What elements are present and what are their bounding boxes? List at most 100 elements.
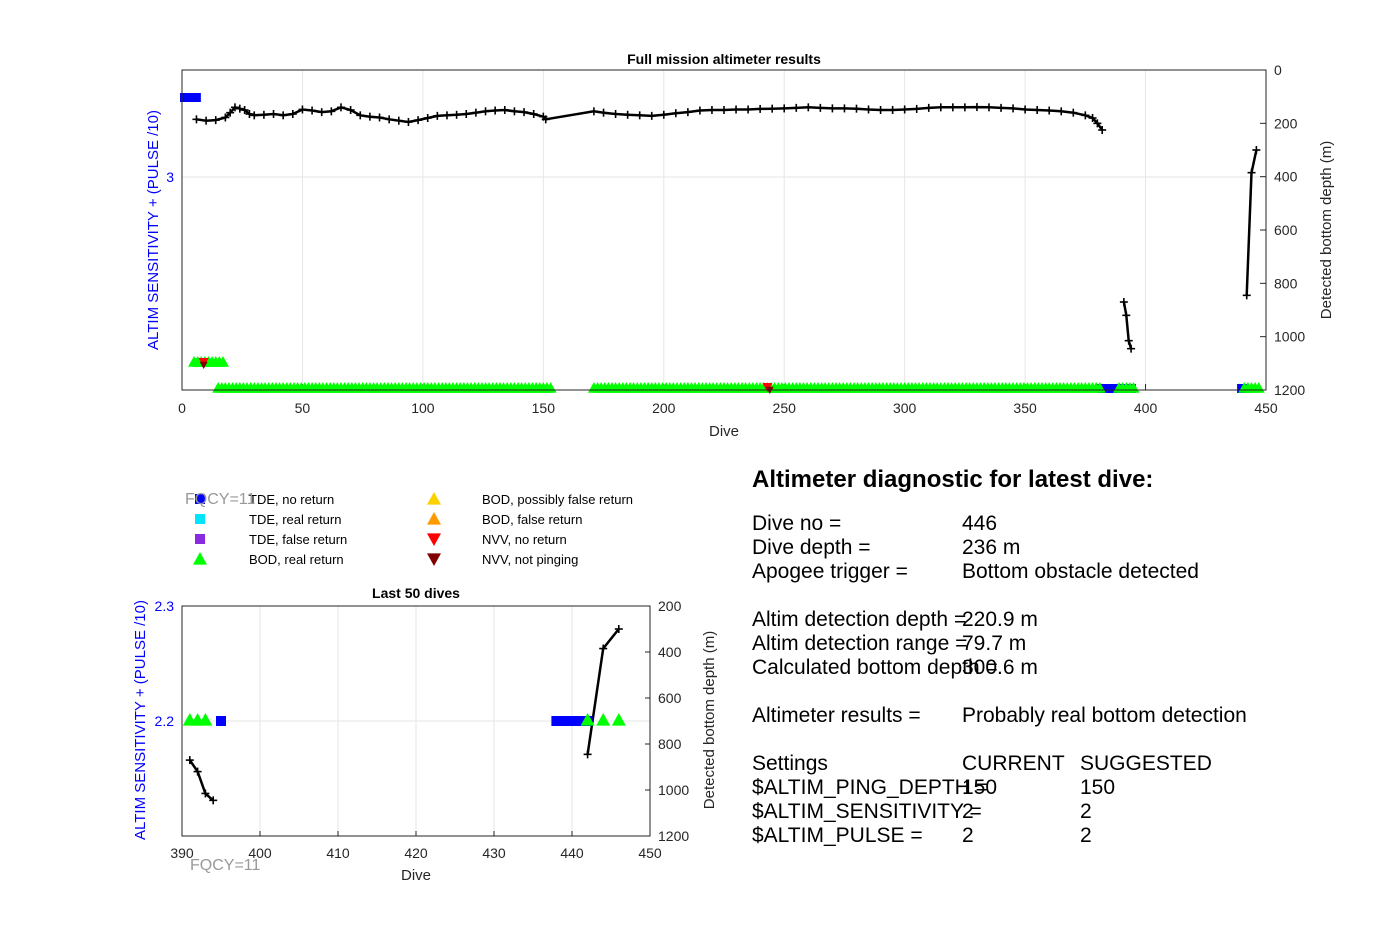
diagnostic-title: Altimeter diagnostic for latest dive: <box>752 466 1154 493</box>
bottom-depth-point <box>462 110 471 118</box>
tde-no-return-marker <box>559 716 570 726</box>
bottom-depth-value: 300.6 m <box>962 656 1038 679</box>
top-x-tick-label: 50 <box>295 400 311 416</box>
bottom-depth-point <box>202 116 211 125</box>
current-header: CURRENT <box>962 752 1065 775</box>
dive-no-row: Dive no = 446 <box>752 512 1392 536</box>
bottom-y2-tick-label: 400 <box>658 644 682 660</box>
bottom-depth-point <box>308 106 317 115</box>
detection-range-value: 79.7 m <box>962 632 1027 655</box>
top-x-tick-label: 150 <box>532 400 556 416</box>
bottom-depth-point <box>732 105 741 114</box>
diagnostic-panel: Altimeter diagnostic for latest dive: Di… <box>752 468 1392 848</box>
bottom-depth-point <box>1057 107 1066 116</box>
bottom-depth-point <box>599 644 608 653</box>
bottom-depth-label: Calculated bottom depth = <box>752 656 998 679</box>
dive-no-value: 446 <box>962 512 998 535</box>
bottom-x-tick-label: 450 <box>638 845 662 861</box>
bottom-depth-point <box>209 796 218 805</box>
legend-label: NVV, not pinging <box>482 552 578 567</box>
top-x-tick-label: 450 <box>1254 400 1278 416</box>
bottom-depth-point <box>541 115 550 124</box>
bottom-depth-point <box>683 108 692 117</box>
bottom-depth-point <box>888 106 897 114</box>
legend-marker-square <box>195 494 205 504</box>
bottom-x-tick-label: 410 <box>326 845 350 861</box>
top-y-tick-labels: 3 <box>166 169 174 185</box>
legend-label: TDE, real return <box>249 512 341 527</box>
bottom-depth-point <box>269 110 278 118</box>
top-x-axis-label: Dive <box>709 423 739 440</box>
bottom-depth-point <box>221 113 230 122</box>
bottom-depth-point <box>385 115 394 124</box>
bottom-depth-point <box>1242 291 1251 300</box>
top-plot-area <box>182 70 1266 390</box>
top-y-tick-label: 3 <box>166 169 174 185</box>
dive-depth-label: Dive depth = <box>752 536 871 559</box>
bottom-depth-point <box>614 625 623 633</box>
bottom-depth-point <box>1069 108 1078 117</box>
bottom-depth-point <box>960 103 969 112</box>
bottom-depth-point <box>442 111 451 120</box>
bottom-y2-tick-label: 200 <box>658 598 682 614</box>
bottom-depth-point <box>346 106 355 114</box>
detection-depth-label: Altim detection depth = <box>752 608 967 631</box>
bottom-depth-lines <box>185 625 623 805</box>
bottom-depth-point <box>864 105 873 114</box>
ping-depth-label: $ALTIM_PING_DEPTH = <box>752 776 988 799</box>
legend-label: TDE, false return <box>249 532 347 547</box>
bottom-depth-point <box>695 106 704 115</box>
bottom-depth-point <box>1081 111 1090 120</box>
bottom-depth-point <box>245 110 254 118</box>
detection-range-label: Altim detection range = <box>752 632 968 655</box>
bottom-depth-point <box>948 103 957 112</box>
bottom-depth-point <box>1122 311 1131 320</box>
top-depth-lines <box>192 103 1261 353</box>
bottom-depth-point <box>230 103 239 112</box>
bottom-depth-point <box>365 112 374 121</box>
bottom-depth-point <box>768 104 777 113</box>
bottom-depth-point <box>828 104 837 113</box>
bottom-depth-point <box>924 103 933 112</box>
dive-no-label: Dive no = <box>752 512 842 535</box>
bottom-depth-point <box>201 789 210 798</box>
bottom-y-tick-label: 2.3 <box>155 598 175 614</box>
apogee-row: Apogee trigger = Bottom obstacle detecte… <box>752 560 1392 584</box>
bottom-depth-point <box>250 111 259 120</box>
suggested-header: SUGGESTED <box>1080 752 1212 775</box>
bottom-depth-point <box>583 750 592 759</box>
bottom-depth-point <box>510 107 519 116</box>
bottom-depth-point <box>1252 146 1261 154</box>
ping-depth-suggested: 150 <box>1080 776 1116 799</box>
bottom-depth-point <box>623 110 632 119</box>
apogee-label: Apogee trigger = <box>752 560 908 583</box>
bottom-depth-point <box>259 110 268 119</box>
bottom-depth-point <box>816 103 825 112</box>
bottom-depth-point <box>279 111 288 120</box>
bottom-x-axis-label: Dive <box>401 867 431 884</box>
bottom-depth-point <box>756 104 765 113</box>
results-row: Altimeter results = Probably real bottom… <box>752 704 1392 728</box>
bottom-depth-point <box>659 110 668 119</box>
bottom-depth-point <box>491 106 500 115</box>
results-value: Probably real bottom detection <box>962 704 1247 727</box>
legend-marker-triangle-up <box>427 492 441 505</box>
bottom-depth-point <box>235 104 244 113</box>
apogee-value: Bottom obstacle detected <box>962 560 1199 583</box>
bottom-depth-point <box>1124 336 1133 345</box>
fqcy-label-bottom: FQCY=11 <box>190 857 261 874</box>
bottom-y2-tick-label: 800 <box>658 736 682 752</box>
legend-label: BOD, false return <box>482 512 582 527</box>
bottom-depth-point <box>423 114 432 122</box>
tde-no-return-marker <box>567 716 577 726</box>
tde-no-return-marker <box>216 716 226 726</box>
bottom-y2-tick-label: 600 <box>658 690 682 706</box>
bottom-depth-point <box>984 103 993 112</box>
bod-real-return-marker <box>611 713 626 726</box>
bod-real-return-marker <box>580 713 595 726</box>
bottom-depth-point <box>707 106 716 114</box>
bottom-depth-point <box>1021 105 1030 114</box>
bottom-y2-tick-label: 1000 <box>658 782 689 798</box>
bottom-depth-point <box>1247 168 1256 177</box>
detection-depth-value: 220.9 m <box>962 608 1038 631</box>
